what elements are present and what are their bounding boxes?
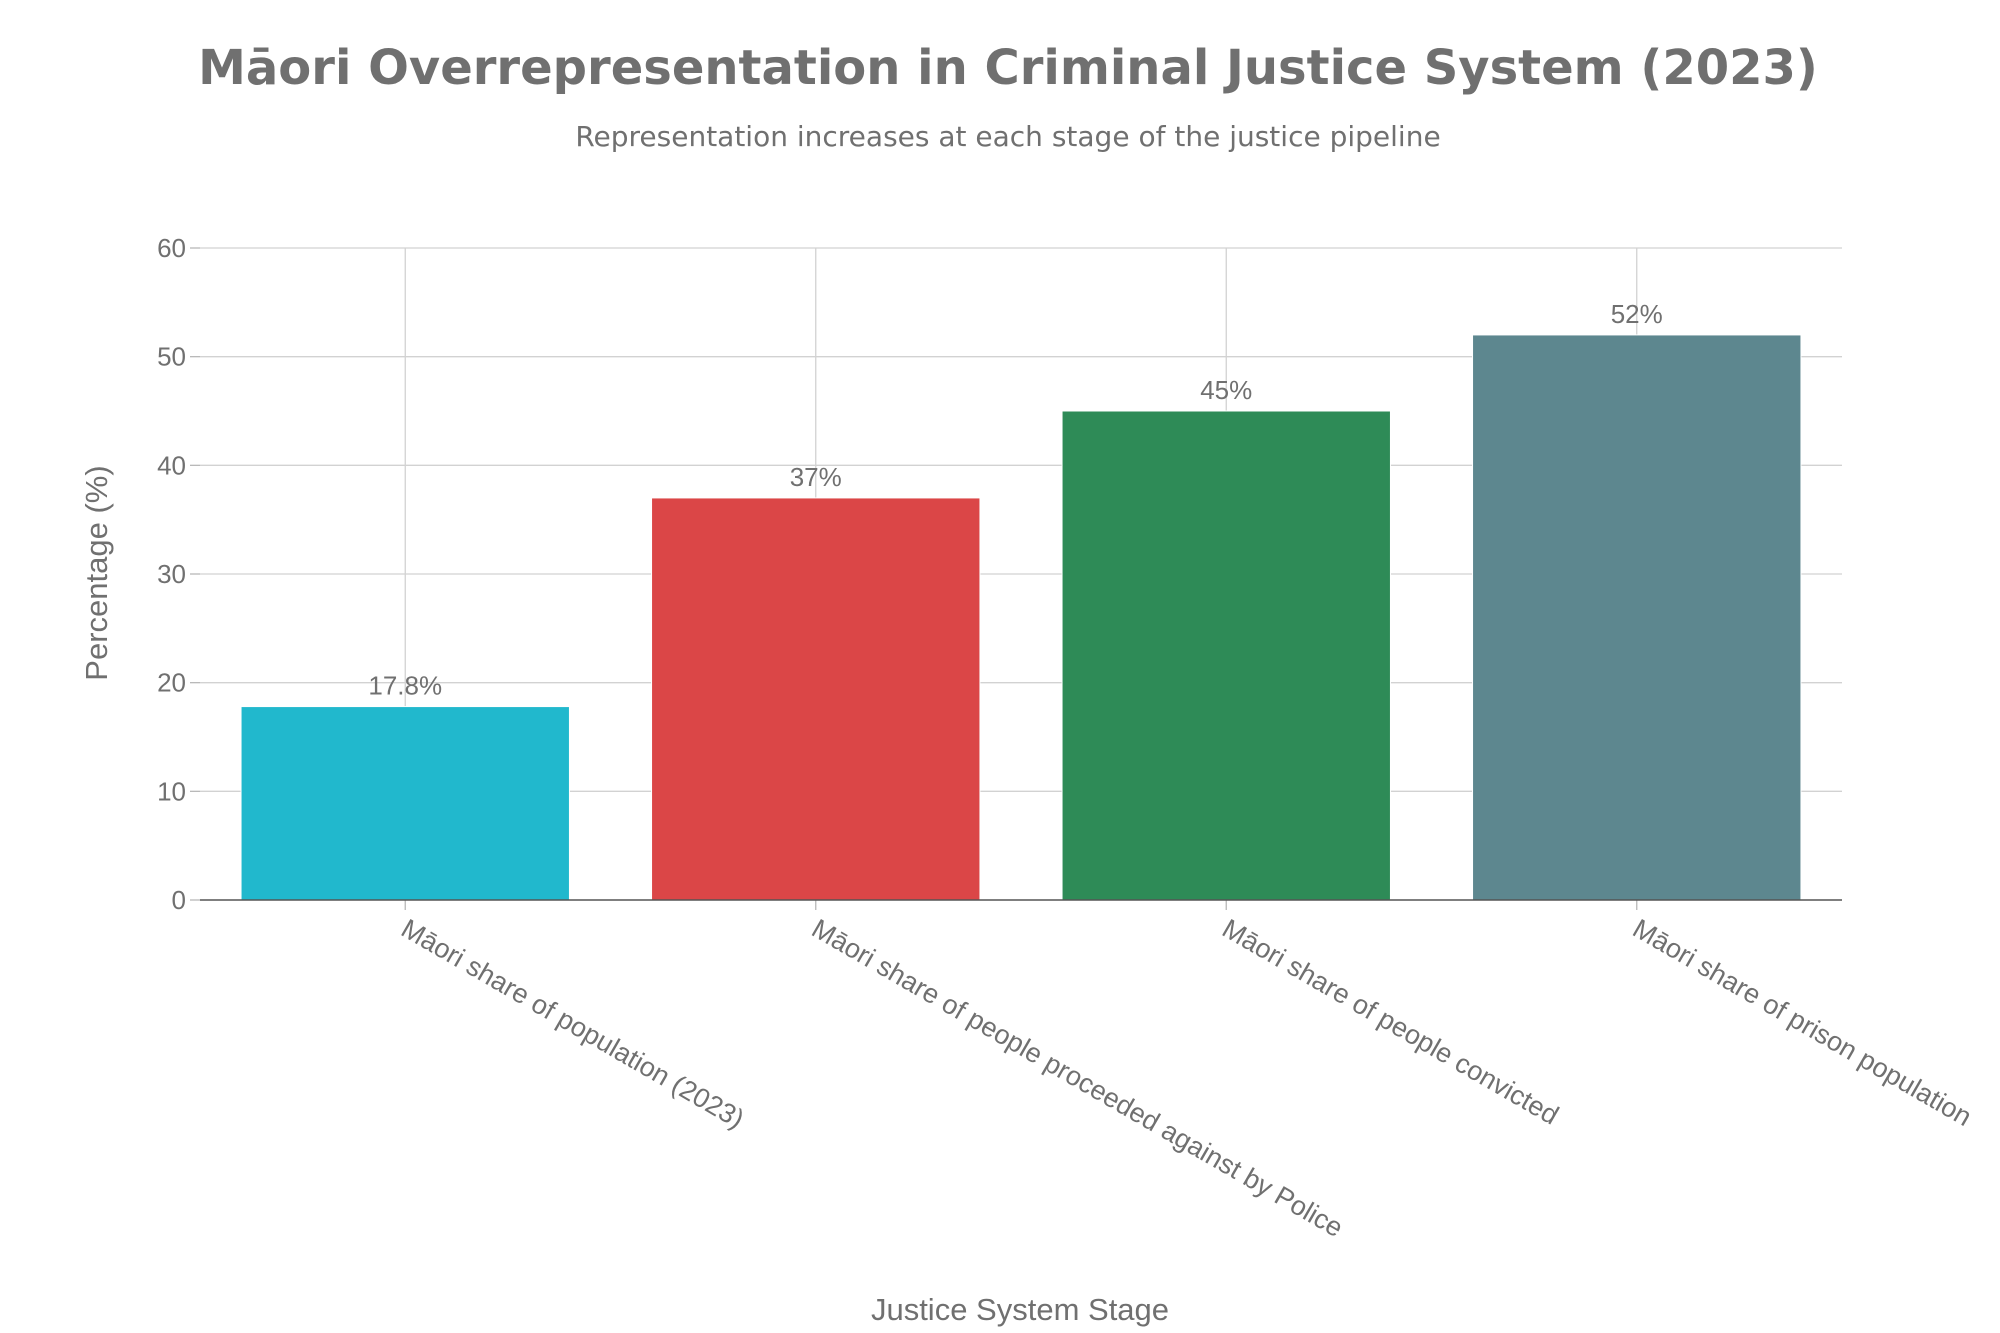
y-axis-title: Percentage (%) (79, 465, 114, 680)
y-tick-label: 20 (157, 668, 186, 698)
bar (1061, 410, 1391, 901)
bar-value-label: 37% (790, 462, 842, 492)
category-label: Māori share of people convicted (1217, 913, 1563, 1130)
x-axis-title: Justice System Stage (871, 1292, 1169, 1327)
bar-value-label: 17.8% (368, 671, 442, 701)
bars (240, 334, 1802, 901)
y-tick-label: 0 (172, 885, 186, 915)
bar (240, 706, 570, 901)
chart-title: Māori Overrepresentation in Criminal Jus… (198, 40, 1818, 96)
y-tick-label: 30 (157, 559, 186, 589)
chart-subtitle: Representation increases at each stage o… (575, 120, 1440, 153)
category-label: Māori share of prison population (1628, 913, 1977, 1132)
y-tick-label: 40 (157, 450, 186, 480)
bar (1472, 334, 1802, 901)
data-labels: 17.8% 37% 45% 52% (368, 299, 1662, 701)
y-tick-label: 10 (157, 776, 186, 806)
category-label: Māori share of population (2023) (396, 913, 749, 1134)
x-axis: Māori share of population (2023) Māori sh… (200, 899, 1977, 1243)
y-axis: 0 10 20 30 40 50 60 (157, 233, 200, 915)
bar-value-label: 45% (1200, 375, 1252, 405)
y-tick-label: 60 (157, 233, 186, 263)
y-tick-label: 50 (157, 342, 186, 372)
bar-value-label: 52% (1611, 299, 1663, 329)
bar (651, 497, 981, 901)
